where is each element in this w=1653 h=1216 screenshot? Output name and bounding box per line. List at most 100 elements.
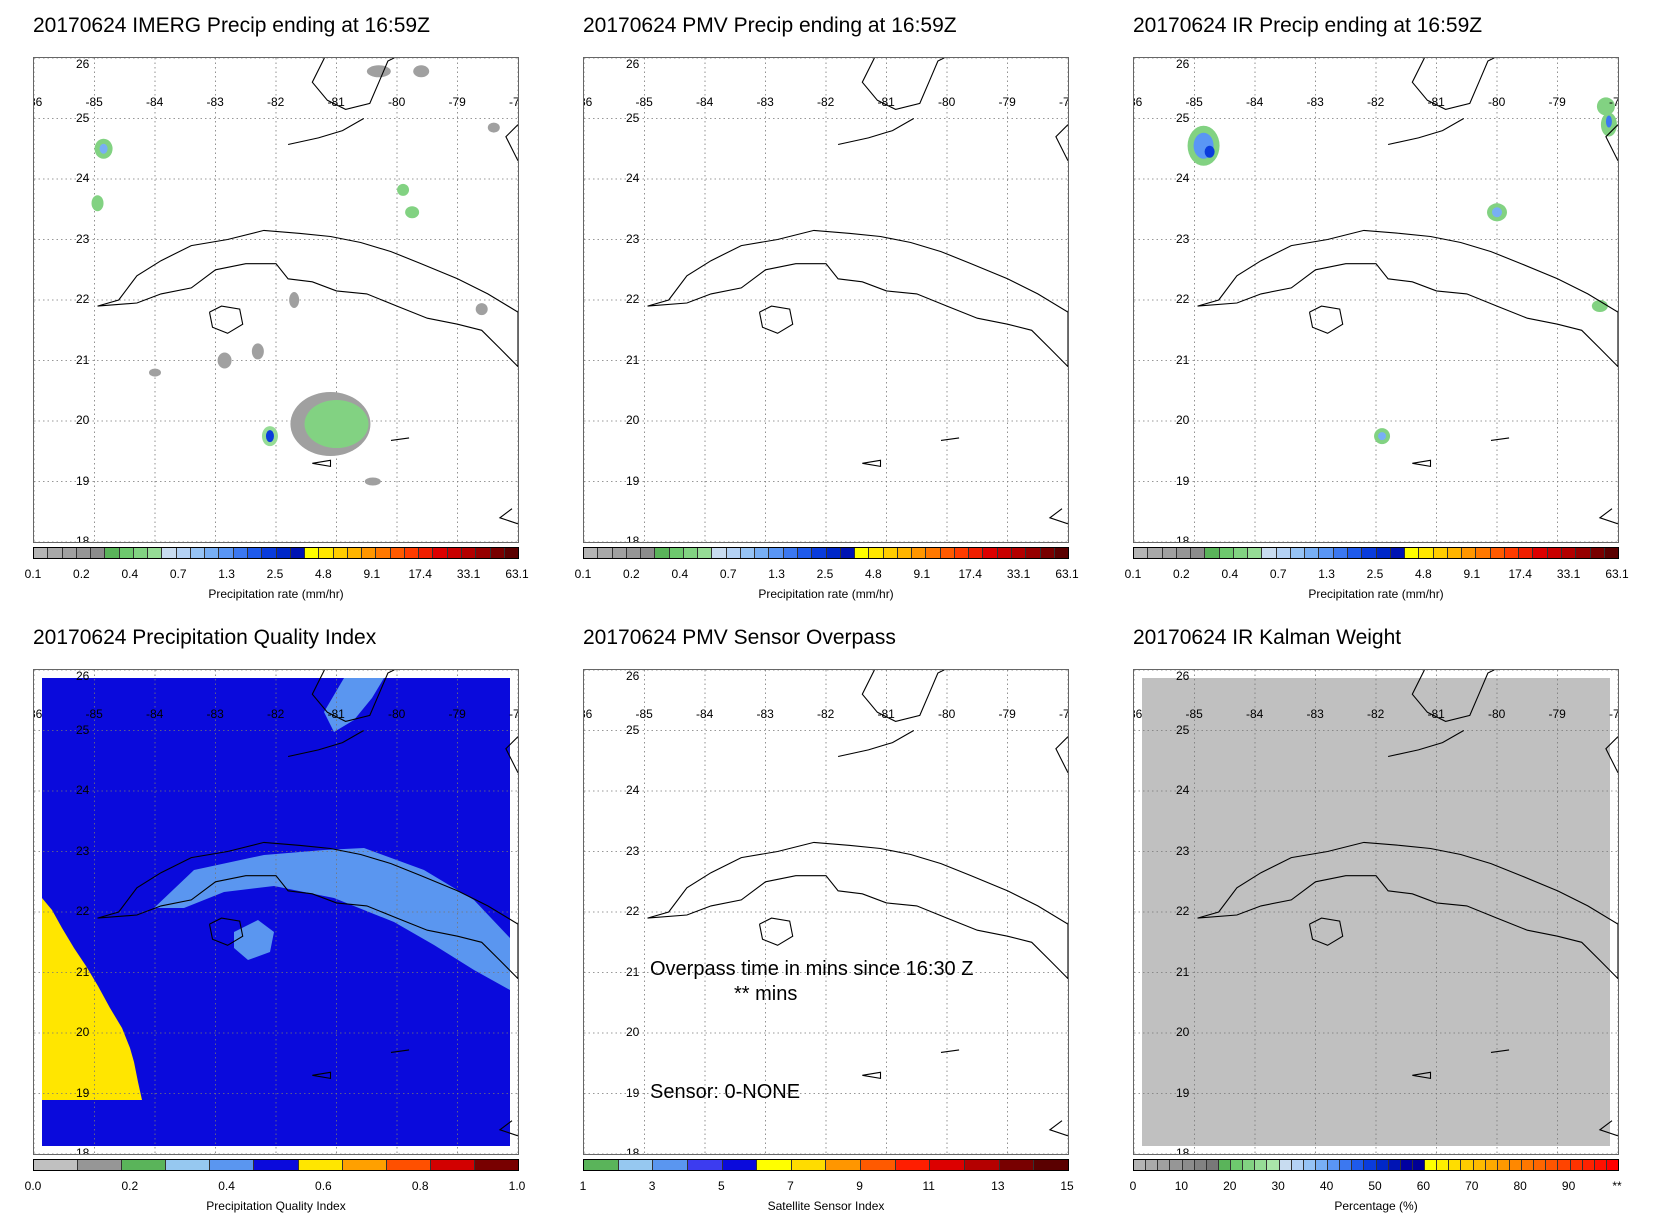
latitude-label: 21 (626, 964, 640, 979)
colorbar-swatch (1576, 548, 1591, 558)
longitude-label: -82 (817, 707, 835, 721)
colorbar-swatch (1255, 1160, 1268, 1170)
colorbar-swatch (783, 548, 798, 558)
colorbar-swatch (1534, 1160, 1547, 1170)
colorbar-swatch (34, 548, 49, 558)
colorbar-tick-label: 0.1 (24, 567, 42, 581)
coastline (1411, 670, 1495, 722)
colorbar-swatch (1194, 1160, 1207, 1170)
colorbar-swatch (1026, 548, 1041, 558)
colorbar-tick-label: 0.6 (315, 1179, 332, 1193)
latitude-label: 23 (1176, 231, 1190, 246)
colorbar-tick-label: 0.8 (411, 1179, 429, 1193)
colorbar-tick-label: 4.8 (865, 567, 882, 581)
longitude-label: -86 (584, 707, 593, 721)
colorbar-tick-label: 60 (1416, 1179, 1431, 1193)
colorbar-swatch (1376, 548, 1391, 558)
longitude-label: -79 (998, 95, 1016, 109)
colorbar-tick-label: 2.5 (266, 567, 284, 581)
coastline (97, 229, 518, 368)
colorbar-title: Precipitation rate (mm/hr) (208, 587, 344, 601)
colorbar-swatch (1590, 548, 1605, 558)
colorbar-swatch (305, 548, 320, 558)
coastline (1048, 1120, 1068, 1137)
latitude-label: 21 (1176, 352, 1190, 367)
colorbar-tick-label: 0.7 (1269, 567, 1287, 581)
colorbar-swatch (840, 548, 856, 558)
colorbar-swatch (826, 1160, 862, 1170)
map-area: -86 -85 -84 -83 -82 -81 -80 -79 -78 26 25 24 23 22 21 2… (33, 669, 519, 1155)
longitude-label: -83 (756, 95, 774, 109)
coastline (1598, 508, 1618, 525)
colorbar-swatch (162, 548, 177, 558)
colorbar-tick-label: 20 (1223, 1179, 1237, 1193)
colorbar-swatch (190, 548, 206, 558)
longitude-label: -79 (1548, 95, 1566, 109)
coastline (861, 58, 945, 110)
colorbar-tick-label: 50 (1368, 1179, 1382, 1193)
longitude-label: -79 (998, 707, 1016, 721)
coastline (862, 1071, 882, 1080)
coastline (940, 1049, 960, 1053)
latitude-label: 26 (1176, 669, 1190, 683)
colorbar-swatch (447, 548, 462, 558)
longitude-label: -85 (1185, 95, 1203, 109)
latitude-label: 23 (76, 231, 90, 246)
colorbar-tick-label: 9.1 (913, 567, 931, 581)
colorbar-swatch (797, 548, 813, 558)
colorbar-swatch (1267, 1160, 1280, 1170)
longitude-label: -78 (1609, 707, 1618, 721)
colorbar-tick-label: 0.7 (719, 567, 737, 581)
precip-cell (1492, 207, 1502, 218)
colorbar-swatch (1262, 548, 1277, 558)
colorbar-tick-label: 15 (1060, 1179, 1074, 1193)
longitude-label: -81 (1427, 95, 1445, 109)
colorbar-tick-label: 17.4 (408, 567, 432, 581)
colorbar-swatch (1176, 548, 1192, 558)
colorbar-tick-label: 63.1 (1055, 567, 1079, 581)
colorbar-swatch (219, 548, 234, 558)
colorbar-tick-label: 0.2 (623, 567, 640, 581)
colorbar-swatch (1473, 1160, 1486, 1170)
colorbar-swatch (1522, 1160, 1535, 1170)
longitude-label: -85 (85, 95, 103, 109)
colorbar-swatch (618, 1160, 654, 1170)
latitude-label: 21 (626, 352, 640, 367)
colorbar-swatch (1182, 1160, 1195, 1170)
colorbar-tick-label: 63.1 (505, 567, 529, 581)
colorbar-swatch (598, 548, 613, 558)
coastline (647, 229, 1068, 368)
colorbar-swatch (133, 548, 149, 558)
colorbar-swatch (912, 548, 927, 558)
colorbar-tick-label: 0 (1129, 1179, 1137, 1193)
colorbar-swatch (105, 548, 120, 558)
colorbar-swatch (1279, 1160, 1292, 1170)
colorbar-swatch (461, 548, 477, 558)
latitude-label: 24 (626, 171, 640, 185)
latitude-label: 18 (626, 1146, 640, 1155)
longitude-label: -80 (388, 707, 406, 721)
latitude-label: 18 (76, 534, 90, 543)
panel-sensor-overpass: 20170624 PMV Sensor Overpass -86-85-84-8… (580, 626, 1103, 1216)
colorbar-swatch (1594, 1160, 1607, 1170)
colorbar-swatch (210, 1160, 255, 1170)
latitude-label: 20 (626, 1025, 640, 1039)
colorbar-title: Precipitation rate (mm/hr) (1308, 587, 1444, 601)
coastline (1605, 124, 1618, 162)
colorbar-swatch (1162, 548, 1177, 558)
colorbar-swatch (983, 548, 998, 558)
coastline (862, 459, 882, 468)
latitude-label: 24 (626, 783, 640, 797)
longitude-label: -83 (756, 707, 774, 721)
colorbar-swatch (1290, 548, 1306, 558)
colorbar-swatch (626, 548, 642, 558)
colorbar-tick-label: 9.1 (363, 567, 381, 581)
colorbar-swatch (1243, 1160, 1256, 1170)
precip-cell (475, 303, 488, 316)
coastline (1055, 736, 1068, 774)
colorbar-swatch (1606, 1160, 1618, 1170)
colorbar-swatch (740, 548, 756, 558)
colorbar-tick-label: 33.1 (456, 567, 481, 581)
colorbar-swatch (655, 548, 670, 558)
latitude-label: 26 (1176, 57, 1190, 71)
